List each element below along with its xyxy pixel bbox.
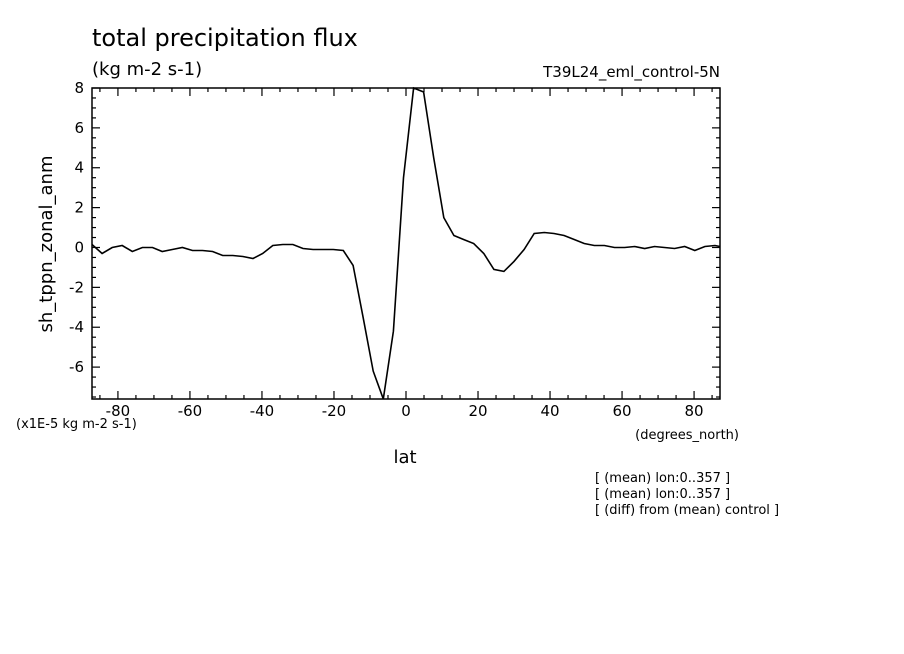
note-line-3: [ (diff) from (mean) control ]: [595, 503, 779, 518]
y-tick-label: 0: [74, 238, 84, 256]
y-tick-label: -4: [69, 318, 84, 336]
axis-ticks: [92, 87, 720, 399]
note-line-2: [ (mean) lon:0..357 ]: [595, 487, 730, 502]
x-tick-label: -60: [178, 402, 203, 420]
run-label: T39L24_eml_control-5N: [542, 63, 720, 82]
x-tick-label: 80: [685, 402, 704, 420]
x-tick-label: -40: [250, 402, 275, 420]
x-tick-label: 60: [613, 402, 632, 420]
y-axis-label: sh_tppn_zonal_anm: [36, 156, 57, 333]
x-units-label: (degrees_north): [635, 428, 739, 443]
chart-units: (kg m-2 s-1): [92, 59, 202, 80]
y-scale-note: (x1E-5 kg m-2 s-1): [16, 417, 137, 432]
x-axis-label: lat: [393, 447, 416, 468]
x-tick-label: -20: [322, 402, 347, 420]
plot-frame: [91, 87, 721, 400]
y-tick-label: -6: [69, 358, 84, 376]
x-tick-label: 0: [401, 402, 411, 420]
series-line: [91, 86, 721, 400]
y-tick-label: -2: [69, 278, 84, 296]
x-tick-label: 40: [540, 402, 559, 420]
y-tick-label: 4: [74, 159, 84, 177]
note-line-1: [ (mean) lon:0..357 ]: [595, 471, 730, 486]
x-tick-label: 20: [468, 402, 487, 420]
y-tick-label: 2: [74, 199, 84, 217]
x-tick-label: -80: [106, 402, 131, 420]
y-tick-label: 8: [74, 79, 84, 97]
y-tick-label: 6: [74, 119, 84, 137]
chart-title: total precipitation flux: [92, 24, 358, 52]
